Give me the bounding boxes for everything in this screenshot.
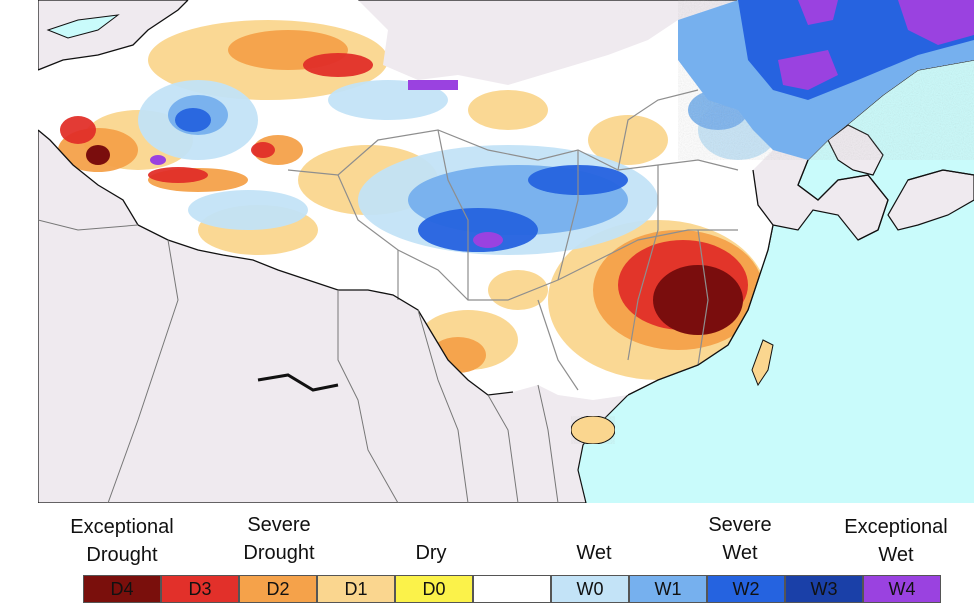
left-margin bbox=[0, 0, 38, 503]
legend-swatch-d0: D0 bbox=[395, 575, 473, 603]
taiwan-island bbox=[751, 339, 774, 387]
legend-label-severe-drought: Severe Drought bbox=[243, 514, 315, 564]
legend-swatch-w2: W2 bbox=[707, 575, 785, 603]
legend-swatch-w1: W1 bbox=[629, 575, 707, 603]
legend-label-severe-wet: Severe Wet bbox=[708, 514, 772, 564]
legend: Exceptional Drought Severe Drought Dry W… bbox=[0, 503, 974, 603]
legend-swatch-d3: D3 bbox=[161, 575, 239, 603]
legend-swatch-w3: W3 bbox=[785, 575, 863, 603]
hainan-island bbox=[570, 415, 616, 445]
coastlines bbox=[38, 0, 974, 396]
bay-of-bengal-coast bbox=[257, 373, 339, 392]
lake bbox=[46, 14, 120, 39]
legend-swatch-normal bbox=[473, 575, 551, 603]
legend-swatch-d4: D4 bbox=[83, 575, 161, 603]
drought-map bbox=[38, 0, 974, 503]
northeast-wet-region bbox=[678, 0, 974, 160]
legend-label-wet: Wet bbox=[576, 542, 612, 564]
legend-swatch-d1: D1 bbox=[317, 575, 395, 603]
legend-label-dry: Dry bbox=[415, 542, 447, 564]
legend-swatch-w0: W0 bbox=[551, 575, 629, 603]
legend-swatch-d2: D2 bbox=[239, 575, 317, 603]
legend-swatch-w4: W4 bbox=[863, 575, 941, 603]
country-borders bbox=[38, 219, 559, 503]
legend-label-exceptional-drought: Exceptional Drought bbox=[70, 516, 174, 566]
province-borders bbox=[287, 89, 739, 391]
legend-label-exceptional-wet: Exceptional Wet bbox=[844, 516, 948, 566]
